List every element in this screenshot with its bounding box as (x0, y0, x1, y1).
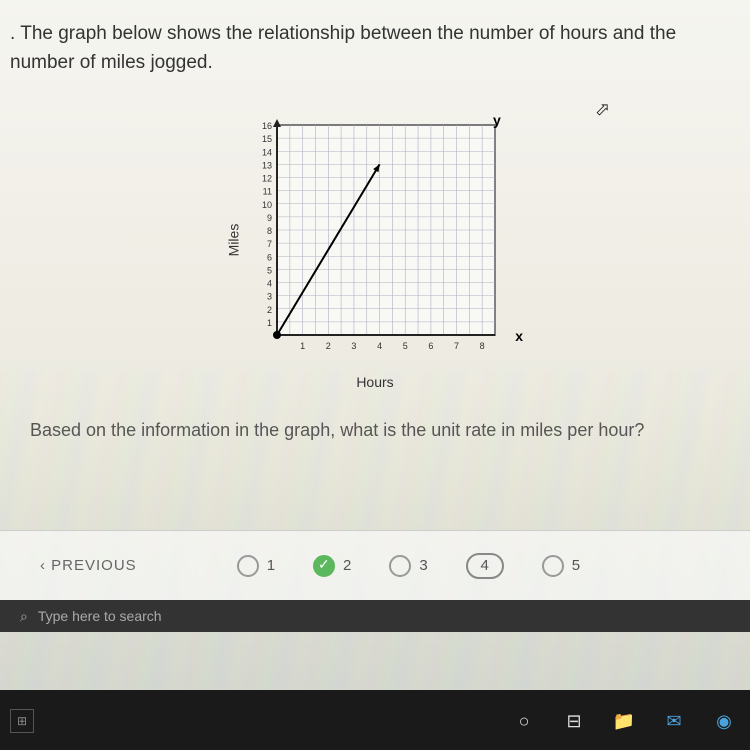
svg-text:7: 7 (454, 341, 459, 351)
page-indicators: 1 2 3 4 5 (237, 553, 580, 579)
page-circle-icon: 4 (466, 553, 504, 579)
previous-button[interactable]: ‹ PREVIOUS (40, 557, 137, 574)
page-circle-icon (389, 555, 411, 577)
svg-text:15: 15 (262, 134, 272, 144)
svg-text:1: 1 (267, 318, 272, 328)
cortana-icon[interactable]: ○ (508, 705, 540, 737)
svg-text:14: 14 (262, 147, 272, 157)
question-text: . The graph below shows the relationship… (0, 0, 750, 77)
svg-text:4: 4 (267, 279, 272, 289)
start-icon: ⊞ (17, 714, 27, 728)
svg-text:6: 6 (428, 341, 433, 351)
svg-text:3: 3 (267, 292, 272, 302)
page-number: 2 (343, 557, 351, 574)
taskview-icon[interactable]: ⊟ (558, 705, 590, 737)
navigation-bar: ‹ PREVIOUS 1 2 3 4 5 (0, 530, 750, 600)
svg-text:5: 5 (267, 265, 272, 275)
search-icon: ⌕ (20, 608, 28, 625)
search-placeholder-text: Type here to search (38, 608, 162, 624)
svg-text:11: 11 (263, 187, 272, 197)
page-indicator-5[interactable]: 5 (542, 555, 580, 577)
y-axis-marker: y (493, 112, 501, 128)
svg-text:8: 8 (480, 341, 485, 351)
start-button[interactable]: ⊞ (10, 709, 34, 733)
page-number: 4 (468, 555, 502, 577)
svg-text:6: 6 (267, 252, 272, 262)
y-axis-label: Miles (225, 223, 241, 256)
page-circle-icon (313, 555, 335, 577)
svg-text:8: 8 (267, 226, 272, 236)
page-circle-icon (542, 555, 564, 577)
page-indicator-3[interactable]: 3 (389, 555, 427, 577)
line-chart: 1234567891011121314151612345678 (245, 107, 505, 367)
taskbar: ⊞ ○ ⊟ 📁 ✉ ◉ (0, 692, 750, 750)
svg-text:5: 5 (403, 341, 408, 351)
folder-icon[interactable]: 📁 (608, 705, 640, 737)
svg-text:16: 16 (262, 121, 272, 131)
secondary-search-bar[interactable]: ⌕ Type here to search (0, 600, 750, 632)
x-axis-label: Hours (356, 374, 393, 390)
edge-icon[interactable]: ◉ (708, 705, 740, 737)
svg-text:7: 7 (267, 239, 272, 249)
svg-text:4: 4 (377, 341, 382, 351)
graph-container: Miles y x Hours ⬀ 1234567891011121314151… (0, 107, 750, 372)
page-indicator-2[interactable]: 2 (313, 555, 351, 577)
mail-icon[interactable]: ✉ (658, 705, 690, 737)
svg-text:9: 9 (267, 213, 272, 223)
page-number: 5 (572, 557, 580, 574)
cursor-icon: ⬀ (595, 99, 610, 120)
page-number: 3 (419, 557, 427, 574)
svg-text:3: 3 (351, 341, 356, 351)
page-indicator-4[interactable]: 4 (466, 553, 504, 579)
sub-question-text: Based on the information in the graph, w… (0, 417, 750, 444)
svg-text:2: 2 (267, 305, 272, 315)
svg-text:1: 1 (300, 341, 305, 351)
page-number: 1 (267, 557, 275, 574)
page-circle-icon (237, 555, 259, 577)
svg-text:13: 13 (262, 160, 272, 170)
svg-text:10: 10 (262, 200, 272, 210)
svg-text:12: 12 (262, 174, 272, 184)
svg-text:2: 2 (326, 341, 331, 351)
page-indicator-1[interactable]: 1 (237, 555, 275, 577)
x-axis-marker: x (515, 328, 523, 344)
